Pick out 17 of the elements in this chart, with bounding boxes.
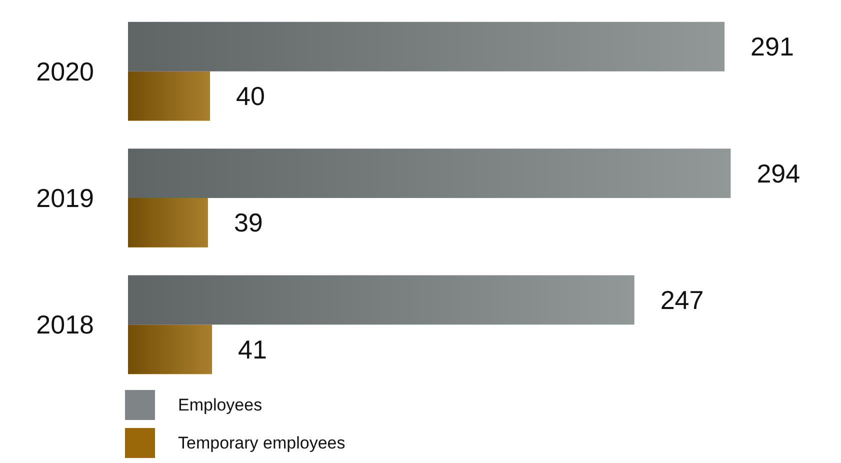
- bar: [128, 71, 210, 121]
- bar: [128, 22, 725, 72]
- bar: [128, 148, 731, 198]
- data-label: 39: [234, 208, 263, 238]
- data-label: 247: [660, 284, 704, 315]
- bar: [128, 275, 634, 325]
- data-label: 41: [238, 334, 267, 364]
- legend-label: Employees: [178, 396, 262, 414]
- y-tick-label: 2019: [36, 183, 94, 213]
- bar: [128, 198, 208, 248]
- y-tick-label: 2018: [36, 310, 94, 340]
- y-tick-label: 2020: [36, 56, 94, 86]
- data-label: 294: [756, 158, 800, 188]
- data-label: 40: [236, 81, 265, 112]
- data-label: 291: [750, 32, 794, 62]
- legend-label: Temporary employees: [178, 434, 346, 452]
- bar: [128, 324, 212, 374]
